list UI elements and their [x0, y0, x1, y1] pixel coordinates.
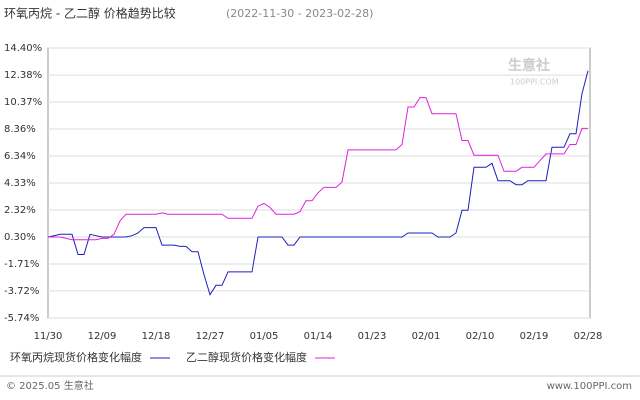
- x-tick-label: 02/01: [412, 331, 441, 342]
- series-line: [48, 97, 588, 241]
- chart-subtitle: (2022-11-30 - 2023-02-28): [226, 7, 373, 20]
- chart-title: 环氧丙烷 - 乙二醇 价格趋势比较: [4, 6, 176, 21]
- x-tick-label: 02/28: [574, 331, 603, 342]
- x-tick-label: 02/19: [520, 331, 549, 342]
- y-tick-label: 10.37%: [4, 97, 42, 108]
- x-tick-label: 12/09: [88, 331, 117, 342]
- legend-label: 环氧丙烷现货价格变化幅度: [10, 350, 142, 364]
- x-tick-label: 02/10: [466, 331, 495, 342]
- y-tick-label: 6.34%: [4, 151, 36, 162]
- y-tick-label: 12.38%: [4, 70, 42, 81]
- y-tick-label: 2.32%: [4, 205, 36, 216]
- x-tick-label: 12/18: [142, 331, 171, 342]
- y-tick-label: -1.71%: [4, 259, 39, 270]
- y-tick-label: 0.30%: [4, 232, 36, 243]
- legend-label: 乙二醇现货价格变化幅度: [186, 350, 307, 364]
- footer-right: www.100PPI.com: [547, 381, 632, 392]
- y-tick-label: 4.33%: [4, 178, 36, 189]
- y-tick-label: -3.72%: [4, 286, 39, 297]
- x-tick-label: 12/27: [196, 331, 225, 342]
- watermark-sub: 100PPI.COM: [510, 78, 559, 87]
- footer-left: © 2025.05 生意社: [6, 379, 94, 392]
- series-line: [47, 70, 589, 296]
- y-tick-label: 8.36%: [4, 124, 36, 135]
- watermark: 生意社: [508, 57, 550, 74]
- x-tick-label: 01/23: [358, 331, 387, 342]
- x-tick-label: 01/14: [304, 331, 333, 342]
- x-tick-label: 11/30: [34, 331, 63, 342]
- x-tick-label: 01/05: [250, 331, 279, 342]
- y-tick-label: -5.74%: [4, 313, 39, 324]
- y-tick-label: 14.40%: [4, 43, 42, 54]
